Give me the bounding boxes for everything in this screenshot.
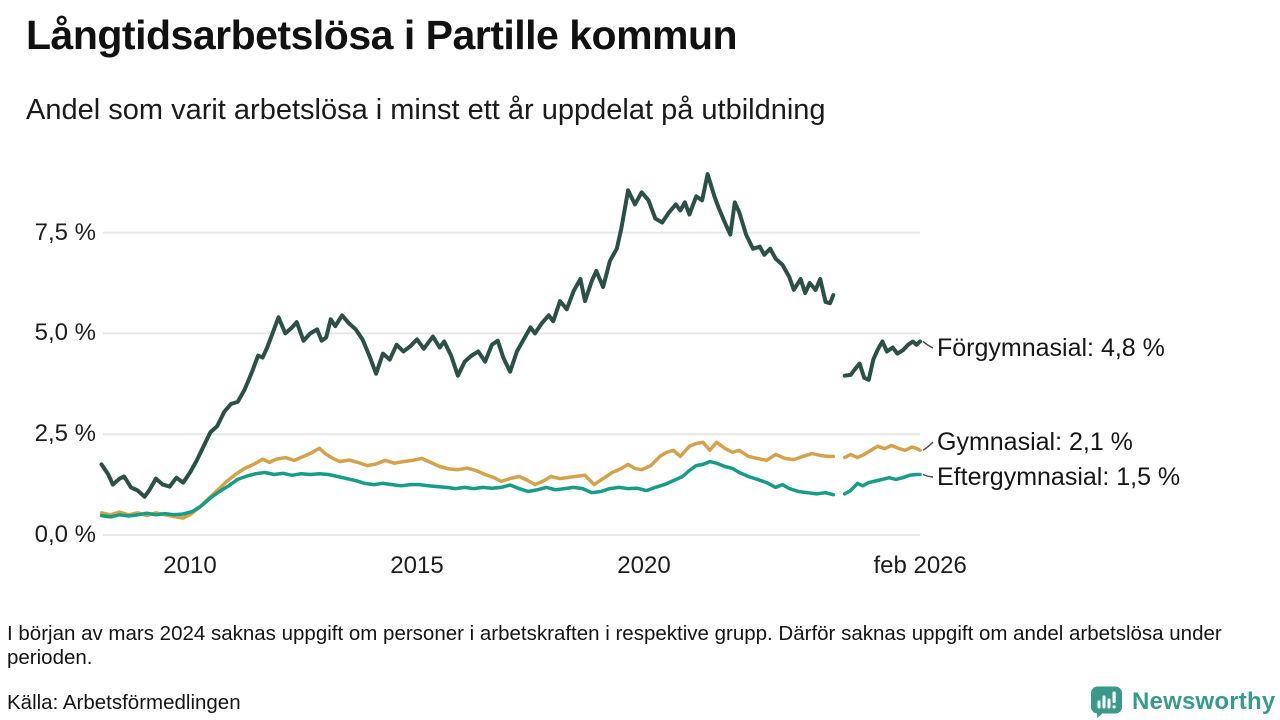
- x-axis-tick-label: 2010: [163, 552, 217, 579]
- series-line-gymnasial: [99, 440, 836, 520]
- label-leader-line: [922, 441, 934, 451]
- series-end-label-forgymnasial: Förgymnasial: 4,8 %: [937, 334, 1165, 362]
- series-end-label-gymnasial: Gymnasial: 2,1 %: [937, 428, 1133, 456]
- series-line-förgymnasial: [99, 172, 836, 499]
- label-leader-line: [922, 473, 934, 478]
- x-axis-tick-label: 2015: [390, 552, 444, 579]
- newsworthy-wordmark: Newsworthy: [1132, 688, 1276, 715]
- x-axis-tick-label: 2020: [617, 552, 671, 579]
- series-line-eftergymnasial: [842, 472, 922, 496]
- series-line-gymnasial: [842, 443, 922, 460]
- y-axis-tick-label: 7,5 %: [34, 218, 96, 246]
- source-credit: Källa: Arbetsförmedlingen: [7, 691, 241, 714]
- page-subtitle: Andel som varit arbetslösa i minst ett å…: [26, 94, 826, 126]
- page-title: Långtidsarbetslösa i Partille kommun: [26, 12, 738, 58]
- y-axis-tick-label: 2,5 %: [34, 420, 96, 448]
- data-gap-footnote: I början av mars 2024 saknas uppgift om …: [7, 622, 1222, 669]
- newsworthy-bar-chart-speech-bubble-icon: [1091, 686, 1122, 718]
- y-axis-tick-label: 0,0 %: [34, 521, 96, 548]
- x-axis-tick-label: feb 2026: [873, 552, 967, 579]
- y-axis-tick-label: 5,0 %: [34, 319, 96, 347]
- label-leader-line: [922, 340, 934, 349]
- newsworthy-logo: Newsworthy: [1090, 686, 1275, 718]
- series-line-förgymnasial: [842, 339, 922, 382]
- series-line-eftergymnasial: [99, 459, 836, 519]
- series-end-label-eftergymnasial: Eftergymnasial: 1,5 %: [937, 463, 1181, 491]
